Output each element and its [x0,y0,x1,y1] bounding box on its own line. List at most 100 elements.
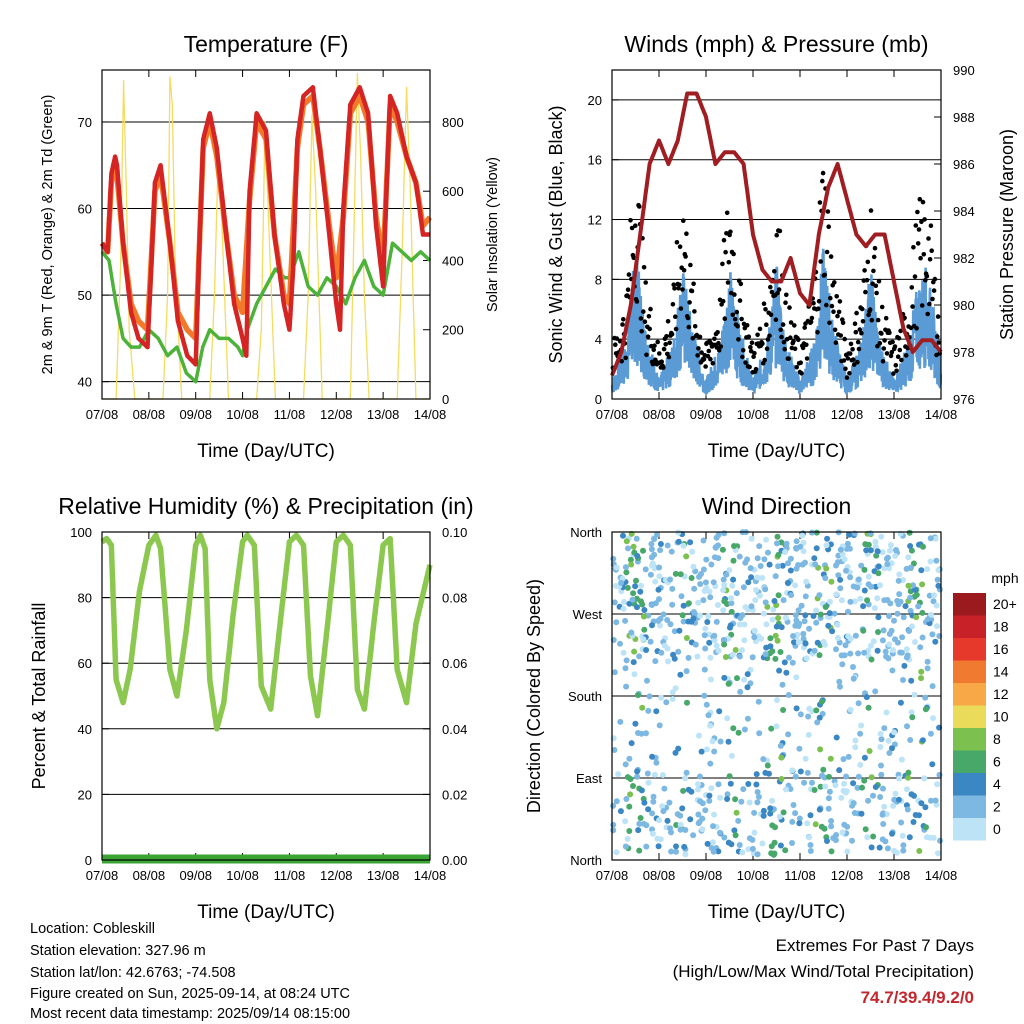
direction-point [881,565,888,572]
direction-point [916,848,923,854]
direction-point [626,600,633,607]
direction-point [776,667,783,674]
direction-point [728,608,735,615]
gust-point [680,287,685,292]
direction-point [906,628,912,634]
gust-point [827,320,832,326]
direction-point [754,851,761,858]
direction-point [641,626,648,633]
direction-point [875,570,882,577]
direction-point [726,567,733,574]
direction-point [792,810,799,817]
series-relative-humidity [99,532,433,732]
direction-point [899,634,906,641]
direction-point [790,633,797,639]
direction-point [924,665,931,672]
direction-point [697,612,704,619]
direction-point [800,548,807,555]
direction-point [764,762,771,769]
gust-point [691,281,696,287]
direction-point [852,737,859,744]
gust-point [751,354,756,360]
direction-point [690,609,697,615]
footer-recent: Most recent data timestamp: 2025/09/14 0… [30,1006,351,1022]
gust-point [863,289,868,295]
direction-point [811,647,818,654]
direction-point [669,696,676,702]
gust-point [841,358,847,363]
direction-point [797,768,804,775]
gust-point [935,334,940,339]
plot-border [101,69,431,400]
direction-point [642,566,649,573]
direction-point [740,584,747,591]
plot-border [611,531,942,861]
gust-point [851,362,857,367]
direction-point [751,634,758,641]
direction-point [761,556,768,563]
direction-point [663,699,670,706]
direction-point [852,632,859,639]
gust-point [659,359,664,365]
direction-point [673,843,679,850]
direction-point [840,787,847,794]
direction-point [785,731,792,738]
direction-point [799,532,806,539]
gust-point [922,217,927,222]
direction-point [706,588,713,595]
x-tick-label: 07/08 [86,868,119,883]
direction-point [773,723,780,730]
gust-point [935,314,941,319]
direction-point [688,575,695,581]
direction-point [638,582,645,589]
direction-point [935,567,942,574]
x-axis-label: Time (Day/UTC) [708,441,846,462]
direction-point [683,635,690,641]
direction-point [754,789,761,795]
gust-point [664,334,669,339]
gust-point [829,303,835,309]
direction-point [720,576,727,583]
y2-tick-label: 400 [442,253,464,268]
direction-point [828,823,835,830]
direction-point [622,564,629,571]
direction-point [908,547,915,554]
gust-point [931,288,937,293]
gust-point [762,357,767,363]
direction-point [850,675,857,682]
gust-point [869,317,875,323]
direction-point [701,632,708,639]
direction-point [787,555,794,562]
direction-point [796,745,803,752]
direction-point [760,812,767,819]
direction-point [706,639,713,646]
gust-point [755,332,760,338]
direction-point [805,731,812,738]
direction-point [901,662,908,669]
direction-point [840,756,847,763]
direction-point [762,586,769,593]
direction-point [741,621,748,628]
gust-point [697,334,703,340]
direction-point [782,549,789,555]
gust-point [919,219,924,225]
direction-point [661,642,668,649]
direction-point [747,565,754,572]
gust-point [895,354,901,360]
direction-point [768,843,775,850]
direction-point [817,783,824,790]
direction-point [814,639,821,646]
direction-point [772,573,779,580]
direction-point [715,531,722,538]
direction-point [934,781,941,788]
direction-point [677,571,684,578]
direction-point [783,669,790,676]
direction-point [632,583,639,590]
direction-point [739,647,745,654]
direction-point [851,598,858,605]
direction-point [666,799,673,806]
direction-point [933,602,940,609]
direction-point [926,592,933,599]
gust-point [734,309,740,315]
gust-point [613,342,618,348]
